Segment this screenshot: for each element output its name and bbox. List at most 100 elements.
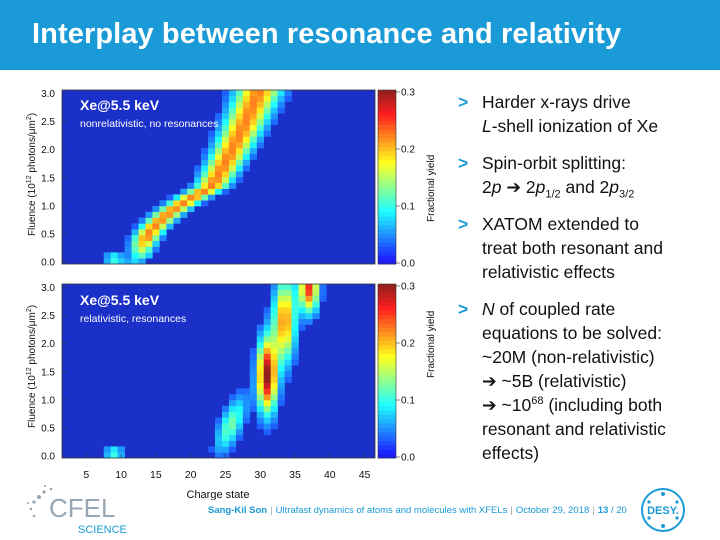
colorbar-segment: [378, 418, 396, 424]
heatmap-cell: [221, 136, 230, 143]
heatmap-cell: [284, 324, 292, 331]
heatmap-cell: [215, 130, 223, 137]
heatmap-cell: [228, 423, 237, 430]
heatmap-cell: [103, 258, 111, 265]
heatmap-cell: [305, 318, 313, 325]
footer-total: / 20: [610, 505, 627, 516]
colorbar-segment: [378, 103, 396, 108]
colorbar-segment: [378, 181, 396, 187]
heatmap-cell: [277, 365, 285, 372]
heatmap-cell: [312, 295, 320, 302]
colorbar-segment: [378, 449, 396, 455]
heatmap-cell: [159, 200, 167, 207]
heatmap-cell: [221, 423, 230, 430]
heatmap-cell: [298, 301, 306, 308]
heatmap-cell: [228, 417, 237, 424]
heatmap-cell: [221, 159, 230, 166]
colorbar-segment: [378, 305, 396, 311]
heatmap-cell: [242, 165, 251, 172]
colorbar-segment: [378, 220, 396, 226]
heatmap-cell: [263, 324, 271, 331]
colorbar-segment: [378, 314, 396, 320]
y-tick-label: 2.0: [41, 339, 55, 350]
heatmap-cell: [270, 307, 278, 314]
heatmap-cell: [277, 330, 285, 337]
bullet-text: ➔ ~5B (relativistic): [482, 371, 627, 391]
y-tick-label: 0.0: [41, 452, 55, 463]
heatmap-cell: [270, 336, 278, 343]
heatmap-cell: [270, 417, 278, 424]
heatmap-cell: [159, 206, 167, 213]
colorbar-segment: [378, 410, 396, 415]
heatmap-cell: [187, 206, 195, 213]
colorbar-tick-label: 0.2: [401, 339, 415, 350]
heatmap-cell: [263, 336, 271, 343]
heatmap-cell: [215, 417, 223, 424]
heatmap-cell: [221, 153, 230, 160]
heatmap-cell: [208, 142, 216, 149]
colorbar-segment: [378, 366, 396, 372]
heatmap-cell: [242, 95, 251, 102]
heatmap-cell: [277, 318, 285, 325]
heatmap-cell: [270, 347, 278, 354]
heatmap-cell: [256, 388, 265, 395]
heatmap-cell: [249, 405, 258, 412]
heatmap-cell: [263, 359, 271, 366]
heatmap-cell: [187, 194, 195, 201]
colorbar-segment: [378, 379, 396, 385]
heatmap-cell: [270, 359, 278, 366]
heatmap-cell: [235, 90, 244, 97]
colorbar-tick-label: 0.0: [401, 453, 415, 464]
heatmap-cell: [201, 177, 209, 184]
colorbar-segment: [378, 255, 396, 261]
heatmap-cell: [277, 376, 285, 383]
colorbar-segment: [378, 375, 396, 381]
colorbar-segment: [378, 129, 396, 134]
heatmap-cell: [305, 295, 313, 302]
heatmap-cell: [319, 289, 327, 296]
heatmap-cell: [166, 211, 174, 218]
heatmap-cell: [208, 165, 216, 172]
colorbar-segment: [378, 327, 396, 333]
heatmap-cell: [284, 342, 292, 349]
heatmap-cell: [166, 206, 174, 213]
heatmap-cell: [256, 400, 265, 407]
heatmap-cell: [152, 223, 160, 230]
heatmap-cell: [194, 182, 202, 189]
heatmap-cell: [284, 90, 292, 97]
heatmap-cell: [284, 330, 292, 337]
bottom-colorbar-ticks: 0.0 0.1 0.2 0.3: [396, 282, 415, 464]
heatmap-cell: [277, 324, 285, 331]
heatmap-cell: [256, 136, 265, 143]
heatmap-cell: [228, 440, 237, 447]
heatmap-cell: [138, 229, 146, 236]
heatmap-cell: [270, 318, 278, 325]
heatmap-cell: [208, 177, 216, 184]
heatmap-cell: [256, 353, 265, 360]
colorbar-segment: [378, 336, 396, 341]
heatmap-cell: [249, 101, 258, 108]
y-tick-label: 0.0: [41, 258, 55, 269]
heatmap-cell: [215, 148, 223, 155]
colorbar-segment: [378, 250, 396, 256]
colorbar-segment: [378, 444, 396, 450]
heatmap-cell: [270, 90, 278, 97]
heatmap-cell: [228, 182, 237, 189]
heatmap-cell: [291, 324, 299, 331]
heatmap-cell: [270, 400, 278, 407]
heatmap-cell: [180, 211, 188, 218]
bottom-heatmap-cells: [103, 284, 327, 459]
footer-date: October 29, 2018: [515, 505, 590, 516]
heatmap-cell: [256, 324, 265, 331]
heatmap-cell: [263, 423, 271, 430]
y-tick-label: 1.5: [41, 367, 55, 378]
heatmap-cell: [256, 336, 265, 343]
colorbar-tick-label: 0.1: [401, 396, 415, 407]
heatmap-cell: [228, 159, 237, 166]
heatmap-cell: [277, 353, 285, 360]
heatmap-cell: [221, 101, 230, 108]
heatmap-cell: [242, 148, 251, 155]
bottom-panel-subtitle: relativistic, resonances: [80, 313, 186, 325]
heatmap-cell: [249, 371, 258, 378]
heatmap-cell: [131, 235, 139, 242]
